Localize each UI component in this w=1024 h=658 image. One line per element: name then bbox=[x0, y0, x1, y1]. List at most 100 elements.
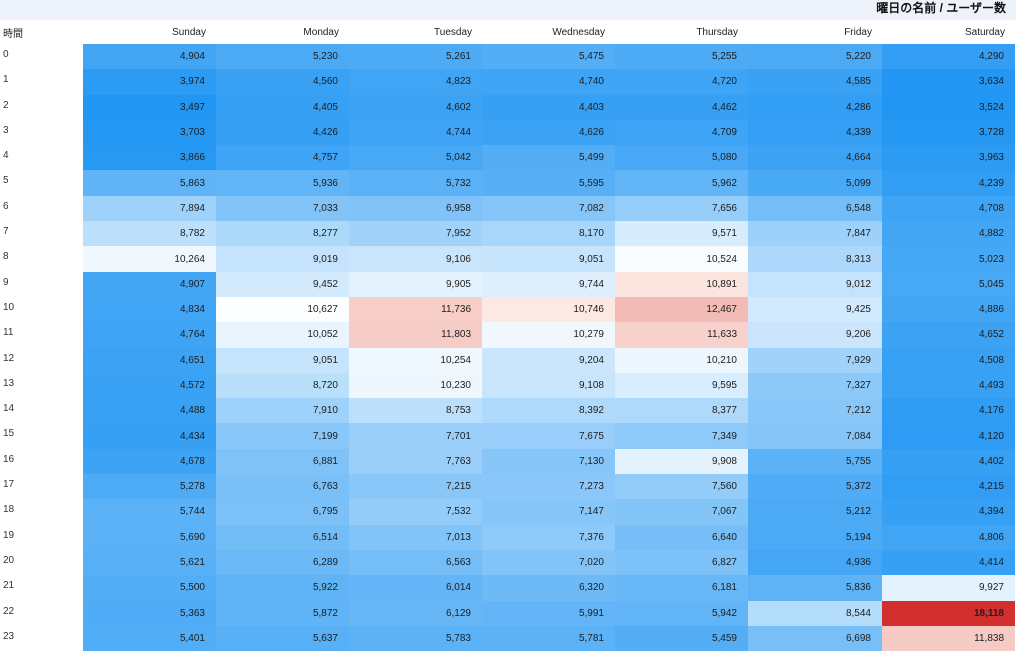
table-row: 12 4,651 9,051 10,254 9,204 10,210 7,929 4,508 bbox=[0, 347, 1015, 373]
heatmap-cell: 3,703 bbox=[83, 119, 216, 146]
heatmap-cell: 7,082 bbox=[482, 195, 615, 222]
heatmap-cell: 4,339 bbox=[748, 119, 882, 146]
heatmap-cell: 5,023 bbox=[882, 246, 1015, 272]
heatmap-cell: 4,652 bbox=[882, 322, 1015, 348]
heatmap-cell: 4,426 bbox=[216, 119, 349, 146]
heatmap-cell: 7,952 bbox=[349, 221, 482, 247]
heatmap-cell: 5,863 bbox=[83, 170, 216, 196]
heatmap-cell: 10,230 bbox=[349, 372, 482, 399]
heatmap-table: 時間 Sunday Monday Tuesday Wednesday Thursday F… bbox=[0, 20, 1015, 652]
column-header-friday: Friday bbox=[748, 20, 882, 44]
heatmap-cell: 6,514 bbox=[216, 524, 349, 550]
heatmap-cell: 5,936 bbox=[216, 170, 349, 196]
heatmap-cell: 7,067 bbox=[615, 499, 748, 525]
heatmap-cell: 5,500 bbox=[83, 575, 216, 601]
heatmap-cell: 9,051 bbox=[482, 246, 615, 272]
table-row: 4 3,866 4,757 5,042 5,499 5,080 4,664 3,963 bbox=[0, 145, 1015, 171]
heatmap-cell: 5,942 bbox=[615, 600, 748, 626]
heatmap-cell: 5,475 bbox=[482, 44, 615, 70]
heatmap-cell: 5,922 bbox=[216, 575, 349, 601]
heatmap-cell: 3,524 bbox=[882, 94, 1015, 120]
heatmap-cell: 5,459 bbox=[615, 625, 748, 652]
heatmap-cell: 5,099 bbox=[748, 170, 882, 196]
heatmap-cell: 4,560 bbox=[216, 69, 349, 95]
table-row: 10 4,834 10,627 11,736 10,746 12,467 9,425 4,88… bbox=[0, 296, 1015, 323]
column-header-tuesday: Tuesday bbox=[349, 20, 482, 44]
row-label-hour: 8 bbox=[0, 246, 83, 272]
heatmap-cell: 5,363 bbox=[83, 600, 216, 626]
heatmap-cell: 9,425 bbox=[748, 296, 882, 323]
row-label-hour: 3 bbox=[0, 119, 83, 146]
heatmap-cell: 7,199 bbox=[216, 423, 349, 449]
heatmap-cell: 6,563 bbox=[349, 549, 482, 576]
heatmap-cell: 9,012 bbox=[748, 271, 882, 297]
heatmap-cell: 8,753 bbox=[349, 398, 482, 424]
heatmap-cell: 4,405 bbox=[216, 94, 349, 120]
table-row: 16 4,678 6,881 7,763 7,130 9,908 5,755 4,402 bbox=[0, 448, 1015, 475]
heatmap-cell: 9,595 bbox=[615, 372, 748, 399]
table-row: 8 10,264 9,019 9,106 9,051 10,524 8,313 5,023 bbox=[0, 246, 1015, 272]
heatmap-cell: 5,045 bbox=[882, 271, 1015, 297]
heatmap-cell: 6,289 bbox=[216, 549, 349, 576]
table-row: 3 3,703 4,426 4,744 4,626 4,709 4,339 3,728 bbox=[0, 119, 1015, 146]
heatmap-cell: 9,051 bbox=[216, 347, 349, 373]
row-label-hour: 20 bbox=[0, 549, 83, 576]
heatmap-cell: 11,838 bbox=[882, 625, 1015, 652]
heatmap-cell: 10,524 bbox=[615, 246, 748, 272]
row-label-hour: 23 bbox=[0, 625, 83, 652]
column-header-monday: Monday bbox=[216, 20, 349, 44]
row-label-hour: 10 bbox=[0, 296, 83, 323]
heatmap-cell: 3,634 bbox=[882, 69, 1015, 95]
heatmap-cell: 6,763 bbox=[216, 474, 349, 500]
heatmap-cell: 4,572 bbox=[83, 372, 216, 399]
row-label-hour: 15 bbox=[0, 423, 83, 449]
heatmap-cell: 8,277 bbox=[216, 221, 349, 247]
row-label-hour: 22 bbox=[0, 600, 83, 626]
column-header-sunday: Sunday bbox=[83, 20, 216, 44]
heatmap-cell: 4,176 bbox=[882, 398, 1015, 424]
heatmap-cell: 7,013 bbox=[349, 524, 482, 550]
heatmap-cell: 4,215 bbox=[882, 474, 1015, 500]
heatmap-cell: 7,675 bbox=[482, 423, 615, 449]
row-dimension-header: 時間 bbox=[0, 20, 83, 44]
heatmap-cell: 4,744 bbox=[349, 119, 482, 146]
heatmap-cell: 7,033 bbox=[216, 195, 349, 222]
pivot-column-title: 曜日の名前 / ユーザー数 bbox=[876, 1, 1006, 15]
heatmap-cell: 10,210 bbox=[615, 347, 748, 373]
heatmap-cell: 10,627 bbox=[216, 296, 349, 323]
heatmap-cell: 9,452 bbox=[216, 271, 349, 297]
heatmap-cell: 7,376 bbox=[482, 524, 615, 550]
heatmap-cell: 3,866 bbox=[83, 145, 216, 171]
heatmap-cell: 11,803 bbox=[349, 322, 482, 348]
heatmap-cell: 6,181 bbox=[615, 575, 748, 601]
heatmap-cell: 9,905 bbox=[349, 271, 482, 297]
heatmap-cell: 7,020 bbox=[482, 549, 615, 576]
heatmap-cell: 8,170 bbox=[482, 221, 615, 247]
heatmap-cell: 4,493 bbox=[882, 372, 1015, 399]
heatmap-cell: 4,904 bbox=[83, 44, 216, 70]
heatmap-cell: 5,755 bbox=[748, 448, 882, 475]
heatmap-cell: 9,108 bbox=[482, 372, 615, 399]
table-row: 15 4,434 7,199 7,701 7,675 7,349 7,084 4,120 bbox=[0, 423, 1015, 449]
heatmap-cell: 4,403 bbox=[482, 94, 615, 120]
table-row: 21 5,500 5,922 6,014 6,320 6,181 5,836 9,927 bbox=[0, 575, 1015, 601]
heatmap-cell: 6,548 bbox=[748, 195, 882, 222]
heatmap-cell: 6,320 bbox=[482, 575, 615, 601]
heatmap-cell: 5,499 bbox=[482, 145, 615, 171]
heatmap-cell: 7,532 bbox=[349, 499, 482, 525]
heatmap-cell: 5,781 bbox=[482, 625, 615, 652]
heatmap-cell: 7,349 bbox=[615, 423, 748, 449]
heatmap-cell: 4,602 bbox=[349, 94, 482, 120]
row-label-hour: 1 bbox=[0, 69, 83, 95]
row-label-hour: 7 bbox=[0, 221, 83, 247]
heatmap-cell: 4,120 bbox=[882, 423, 1015, 449]
heatmap-cell: 4,651 bbox=[83, 347, 216, 373]
table-row: 18 5,744 6,795 7,532 7,147 7,067 5,212 4,394 bbox=[0, 499, 1015, 525]
heatmap-cell: 6,014 bbox=[349, 575, 482, 601]
heatmap-cell: 11,736 bbox=[349, 296, 482, 323]
heatmap-cell: 5,621 bbox=[83, 549, 216, 576]
heatmap-cell: 10,052 bbox=[216, 322, 349, 348]
heatmap-cell: 9,206 bbox=[748, 322, 882, 348]
heatmap-cell: 4,626 bbox=[482, 119, 615, 146]
